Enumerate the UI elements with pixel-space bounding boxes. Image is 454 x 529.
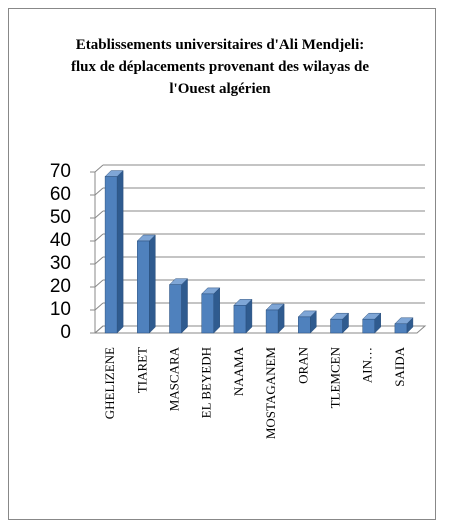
bar-side	[181, 278, 188, 334]
bar-front	[362, 318, 375, 334]
bar	[265, 303, 285, 334]
y-tick-label: 0	[60, 322, 71, 343]
x-tick-label: GHELIZENE	[102, 347, 117, 419]
bar-front	[233, 305, 247, 334]
x-tick-label: TLEMCEN	[327, 346, 342, 408]
y-tick-label: 30	[50, 253, 71, 274]
bar-side	[213, 287, 220, 334]
x-tick-label: TIARET	[134, 347, 149, 393]
y-tick-label: 70	[50, 161, 71, 182]
bar	[329, 312, 350, 334]
y-tick-label: 40	[50, 230, 71, 251]
bar-front	[394, 323, 408, 334]
grid-line	[94, 256, 104, 265]
grid-line	[94, 302, 104, 311]
grid-line	[94, 210, 104, 219]
x-tick-label: NAAMA	[231, 346, 246, 396]
bar	[394, 317, 414, 334]
x-tick-label: ORAN	[295, 346, 310, 383]
x-tick-label: MOSTAGANEM	[263, 347, 278, 440]
bar-front	[298, 316, 311, 334]
bar-front	[137, 240, 150, 334]
grid-line	[94, 187, 104, 196]
y-tick-label: 50	[50, 207, 71, 228]
bar	[104, 169, 124, 334]
bar-front	[330, 318, 343, 334]
bar-front	[265, 309, 279, 334]
y-tick-label: 10	[50, 299, 71, 320]
chart-frame	[8, 8, 436, 520]
bar	[201, 287, 221, 334]
bar	[362, 312, 382, 334]
bar-front	[201, 293, 214, 334]
bar-side	[116, 169, 124, 334]
bar	[233, 298, 253, 334]
y-tick-label: 60	[50, 184, 71, 205]
y-tick-label: 20	[50, 276, 71, 297]
x-tick-label: EL BEYEDH	[199, 347, 214, 418]
x-tick-label: AIN…	[360, 347, 375, 383]
x-tick-label: SAIDA	[392, 346, 407, 386]
grid-line	[94, 164, 104, 173]
grid-line	[94, 325, 104, 334]
bar	[168, 278, 189, 334]
grid-line	[94, 279, 104, 288]
bar-front	[169, 284, 182, 334]
bar-side	[149, 234, 156, 334]
x-tick-label: MASCARA	[166, 346, 181, 411]
bar	[297, 310, 317, 334]
bar	[136, 234, 156, 334]
grid-line	[94, 233, 104, 242]
bar-front	[104, 176, 118, 334]
chart-title: Etablissements universitaires d'Ali Mend…	[70, 37, 370, 97]
